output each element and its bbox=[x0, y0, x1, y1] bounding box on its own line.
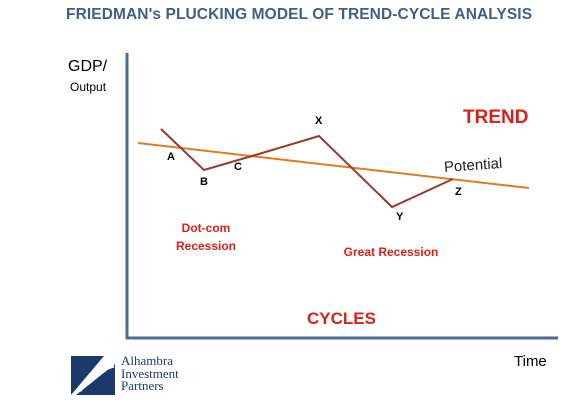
point-label-z: Z bbox=[455, 186, 462, 198]
logo-text: Alhambra Investment Partners bbox=[121, 353, 179, 393]
logo-line2: Investment bbox=[121, 365, 179, 381]
cycles-label: CYCLES bbox=[307, 309, 376, 328]
point-label-c: C bbox=[234, 161, 242, 173]
logo-line3: Partners bbox=[121, 378, 164, 393]
point-label-b: B bbox=[200, 176, 208, 188]
alhambra-logo-icon bbox=[71, 356, 115, 395]
x-axis-label: Time bbox=[514, 353, 547, 370]
cycle-line bbox=[160, 128, 454, 209]
trend-line bbox=[137, 142, 530, 189]
point-label-a: A bbox=[167, 151, 175, 163]
point-label-x: X bbox=[315, 115, 323, 127]
diagram-title: FRIEDMAN's PLUCKING MODEL OF TREND-CYCLE… bbox=[66, 6, 533, 23]
dotcom-recession-label: Dot-com Recession bbox=[170, 219, 242, 255]
point-label-y: Y bbox=[396, 211, 404, 223]
dotcom-recession-line2: Recession bbox=[175, 239, 237, 253]
logo-line1: Alhambra bbox=[121, 353, 173, 368]
y-axis-sublabel: Output bbox=[70, 80, 107, 94]
great-recession-label: Great Recession bbox=[343, 245, 439, 259]
dotcom-recession-line1: Dot-com bbox=[181, 221, 231, 235]
y-axis-label: GDP/ bbox=[68, 58, 108, 75]
trend-label: TREND bbox=[463, 107, 529, 128]
